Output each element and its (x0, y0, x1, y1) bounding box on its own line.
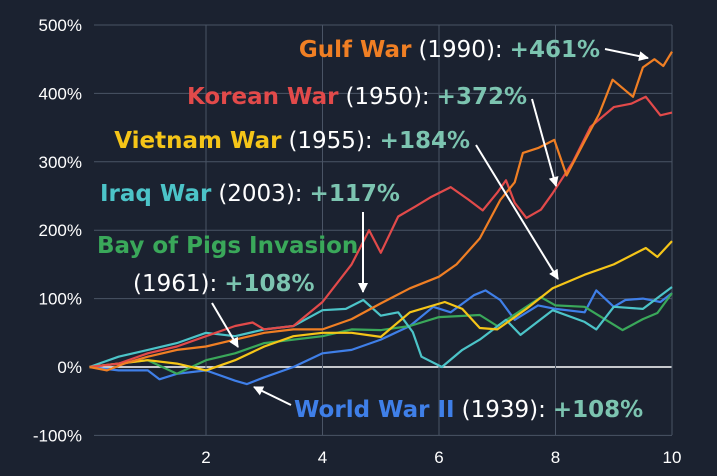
series-year: (1990): (418, 37, 502, 63)
y-tick-label: 0% (57, 358, 82, 377)
axis-ticks: 500% 400% 300% 200% 100% 0% -100% 2 4 6 8 10 (33, 16, 682, 467)
y-tick-label: -100% (33, 426, 82, 445)
label-world-war-ii: World War II (1939): +108% (294, 397, 643, 423)
label-bay-of-pigs: Bay of Pigs Invasion (97, 233, 358, 259)
series-result: +461% (510, 37, 600, 63)
y-tick-label: 100% (39, 290, 82, 309)
series-name: World War II (294, 397, 455, 423)
y-tick-label: 300% (39, 153, 82, 172)
x-tick-label: 2 (201, 448, 210, 467)
label-gulf-war: Gulf War (1990): +461% (299, 37, 600, 63)
label-korean-war: Korean War (1950): +372% (187, 84, 527, 110)
label-vietnam-war: Vietnam War (1955): +184% (114, 128, 470, 154)
series-year: (1955): (288, 128, 372, 154)
series-result: +108% (224, 271, 314, 297)
x-tick-label: 10 (663, 448, 682, 467)
series-result: +117% (310, 181, 400, 207)
arrow-world-war-ii (253, 386, 292, 406)
series-name: Korean War (187, 84, 339, 110)
series-line-world-war-ii (89, 289, 673, 386)
series-year: (2003): (218, 181, 302, 207)
annotation-arrows (211, 48, 649, 406)
arrow-bay-of-pigs (211, 302, 239, 348)
series-name: Iraq War (100, 181, 212, 207)
label-iraq-war: Iraq War (2003): +117% (100, 181, 400, 207)
arrow-vietnam-war (475, 144, 559, 280)
arrow-gulf-war (604, 48, 649, 62)
y-tick-label: 200% (39, 221, 82, 240)
series-line-gulf-war (89, 51, 673, 372)
y-tick-label: 400% (39, 84, 82, 103)
annotations: Gulf War (1990): +461% Korean War (1950): +3… (97, 37, 643, 423)
x-tick-label: 6 (434, 448, 443, 467)
series-result: +184% (380, 128, 470, 154)
series-result: +372% (437, 84, 527, 110)
series-year: (1939): (462, 397, 546, 423)
series-line-bay-of-pigs-invasion (89, 292, 673, 375)
series-name: Gulf War (299, 37, 412, 63)
series-lines (89, 51, 673, 386)
series-year: (1950): (345, 84, 429, 110)
x-tick-label: 8 (551, 448, 560, 467)
series-result: +108% (553, 397, 643, 423)
series-year: (1961): (133, 271, 217, 297)
series-line-korean-war (89, 95, 673, 369)
series-name: Vietnam War (114, 128, 282, 154)
x-tick-label: 4 (318, 448, 327, 467)
series-line-vietnam-war (89, 240, 673, 372)
arrow-korean-war (531, 98, 559, 187)
label-bay-of-pigs-result: (1961): +108% (133, 271, 315, 297)
y-tick-label: 500% (39, 16, 82, 35)
